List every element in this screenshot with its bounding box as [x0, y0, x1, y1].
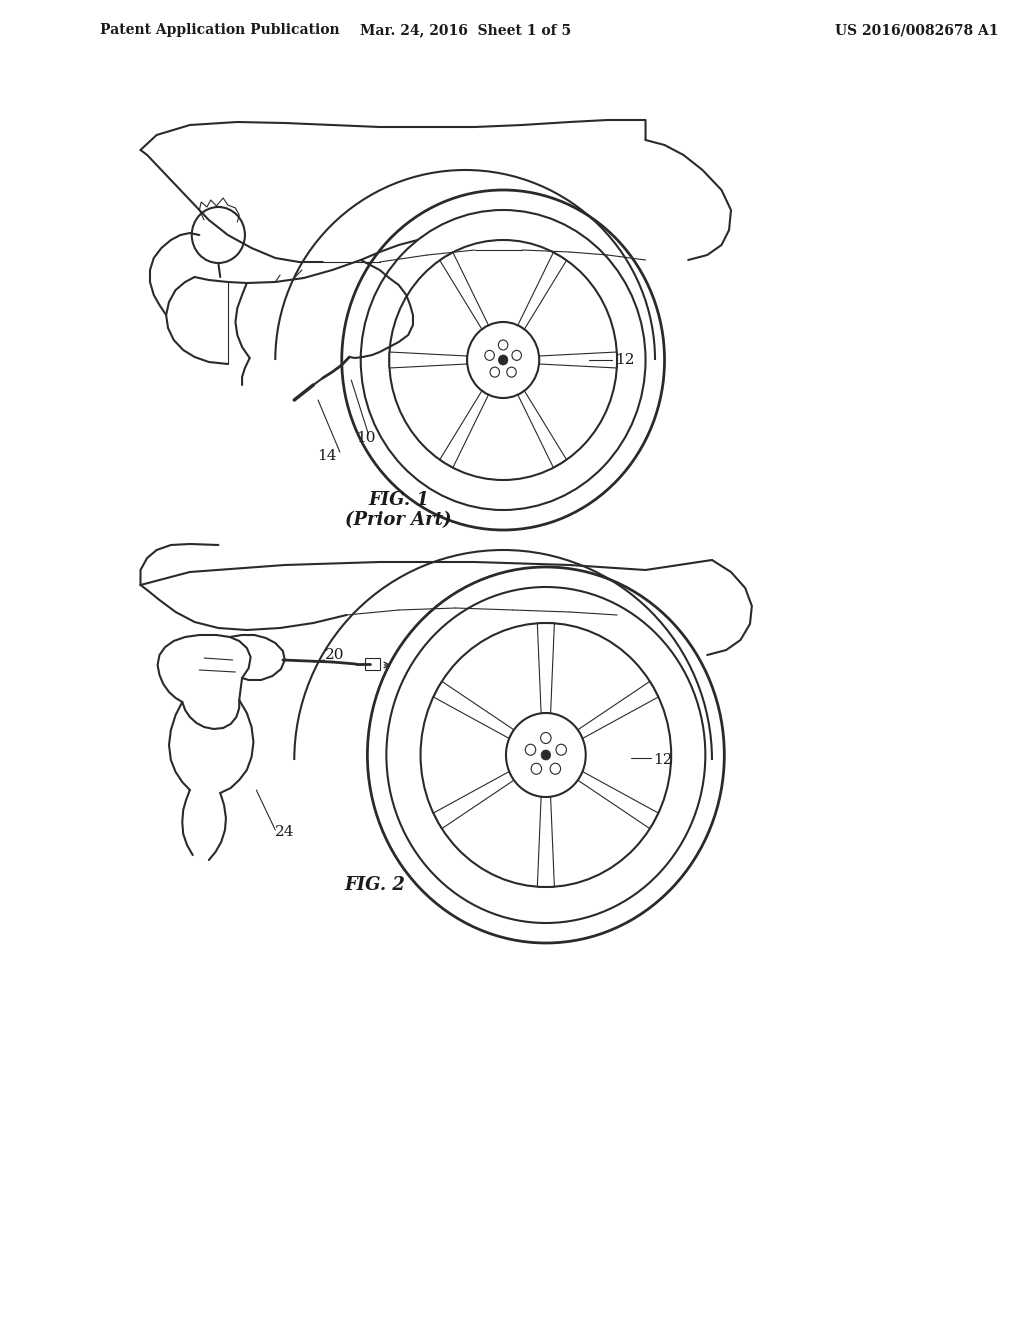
Text: 14: 14: [317, 449, 337, 463]
Text: 10: 10: [355, 432, 375, 445]
Circle shape: [499, 355, 508, 366]
Text: 24: 24: [275, 825, 295, 840]
Text: 12: 12: [653, 752, 673, 767]
Text: 12: 12: [615, 352, 635, 367]
Text: Mar. 24, 2016  Sheet 1 of 5: Mar. 24, 2016 Sheet 1 of 5: [359, 22, 570, 37]
Text: FIG. 1: FIG. 1: [369, 491, 429, 510]
Text: (Prior Art): (Prior Art): [345, 511, 452, 529]
Text: 20: 20: [325, 648, 344, 663]
Circle shape: [541, 750, 551, 760]
Text: Patent Application Publication: Patent Application Publication: [99, 22, 339, 37]
Text: FIG. 2: FIG. 2: [344, 876, 406, 894]
Text: US 2016/0082678 A1: US 2016/0082678 A1: [836, 22, 998, 37]
